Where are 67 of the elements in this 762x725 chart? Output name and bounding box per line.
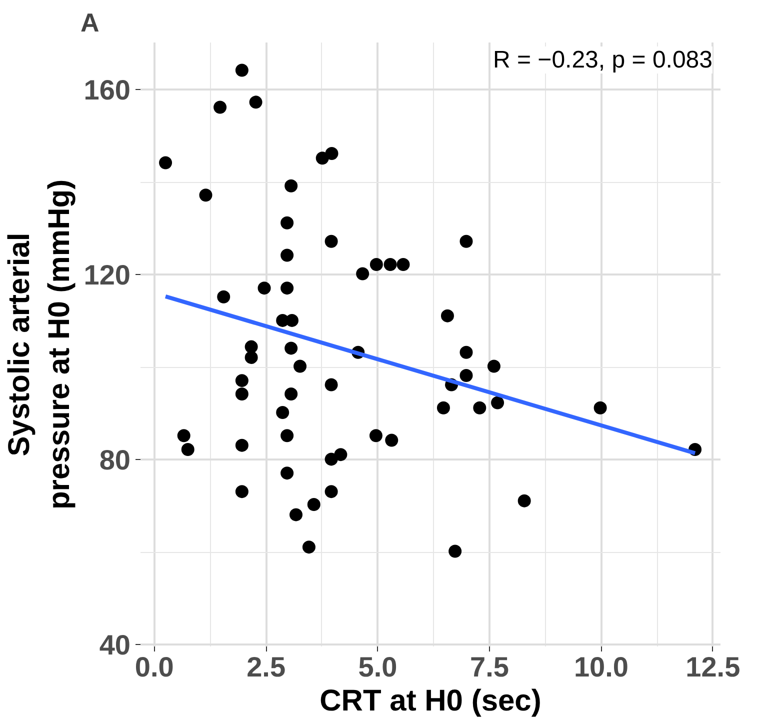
annotation: R = −0.23, p = 0.083 [492, 46, 713, 74]
point [460, 234, 473, 248]
x-tick-label: 7.5 [470, 652, 509, 682]
point [473, 401, 486, 414]
point [285, 314, 298, 327]
point [460, 346, 473, 359]
point [385, 434, 398, 447]
point [324, 452, 338, 466]
point [280, 248, 294, 262]
x-tick-label: 2.5 [246, 652, 286, 682]
point [325, 147, 338, 160]
x-tick-label: 10.0 [574, 652, 628, 682]
text: A [80, 8, 100, 38]
y-tick-label: 40 [99, 630, 131, 661]
point [280, 466, 294, 480]
point [217, 290, 230, 304]
point [280, 282, 294, 295]
x-tick-label: 5.0 [358, 652, 398, 682]
point [199, 188, 212, 202]
point [369, 429, 382, 442]
point [356, 267, 370, 280]
point [324, 485, 338, 498]
point [280, 429, 294, 442]
point [249, 96, 262, 109]
point [324, 378, 338, 392]
point [284, 179, 298, 192]
point [460, 369, 473, 382]
point [235, 374, 248, 388]
point [436, 401, 450, 414]
point [214, 100, 227, 114]
point [244, 350, 258, 364]
point [177, 429, 190, 442]
point [491, 396, 504, 410]
point [370, 258, 383, 271]
point [159, 156, 172, 170]
y-tick-label: 80 [99, 444, 131, 476]
point [440, 309, 454, 322]
y-axis-title: Systolic arterial pressure at H0 (mmHg) [3, 179, 76, 510]
point [307, 498, 320, 512]
point [276, 406, 290, 419]
point [487, 360, 500, 373]
x-tick-label: 12.5 [686, 652, 740, 682]
point [244, 340, 258, 354]
point [334, 448, 348, 462]
point [384, 258, 397, 271]
point [294, 360, 307, 373]
point [302, 540, 316, 554]
point [280, 216, 294, 230]
y-tick-label: 160 [84, 74, 130, 106]
point [181, 442, 194, 456]
point [316, 152, 329, 165]
point [284, 387, 298, 400]
point [518, 494, 531, 508]
point [235, 485, 248, 498]
x-tick-label: 0.0 [134, 652, 174, 682]
point [290, 508, 302, 522]
point [594, 401, 607, 414]
point [448, 544, 462, 558]
point [235, 387, 248, 400]
point [324, 234, 338, 248]
point [396, 258, 410, 271]
point [235, 438, 248, 452]
x-axis-title: CRT at H0 (sec) [320, 684, 542, 718]
point [258, 282, 271, 295]
point [284, 342, 298, 355]
y-tick-label: 120 [84, 260, 130, 291]
point [235, 64, 248, 77]
